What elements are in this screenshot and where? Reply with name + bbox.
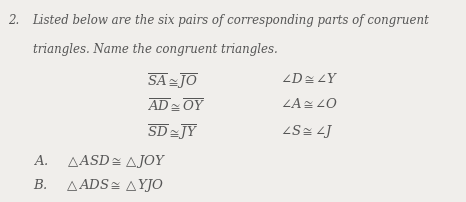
Text: $\overline{SD} \cong \overline{JY}$: $\overline{SD} \cong \overline{JY}$: [147, 122, 198, 141]
Text: Listed below are the six pairs of corresponding parts of congruent: Listed below are the six pairs of corres…: [33, 14, 430, 27]
Text: $\angle S \cong \angle J$: $\angle S \cong \angle J$: [280, 122, 333, 139]
Text: $\overline{SA} \cong \overline{JO}$: $\overline{SA} \cong \overline{JO}$: [147, 72, 198, 91]
Text: $\overline{AD} \cong \overline{OY}$: $\overline{AD} \cong \overline{OY}$: [147, 97, 205, 114]
Text: A.    $\triangle ASD \cong \triangle JOY$: A. $\triangle ASD \cong \triangle JOY$: [33, 153, 166, 169]
Text: B.    $\triangle ADS \cong \triangle YJO$: B. $\triangle ADS \cong \triangle YJO$: [33, 176, 164, 193]
Text: 2.: 2.: [8, 14, 20, 27]
Text: C.    $\triangle SAD \cong \triangle JOY$: C. $\triangle SAD \cong \triangle JOY$: [33, 199, 165, 202]
Text: $\angle A \cong \angle O$: $\angle A \cong \angle O$: [280, 97, 338, 111]
Text: triangles. Name the congruent triangles.: triangles. Name the congruent triangles.: [33, 42, 277, 55]
Text: $\angle D \cong \angle Y$: $\angle D \cong \angle Y$: [280, 72, 338, 86]
